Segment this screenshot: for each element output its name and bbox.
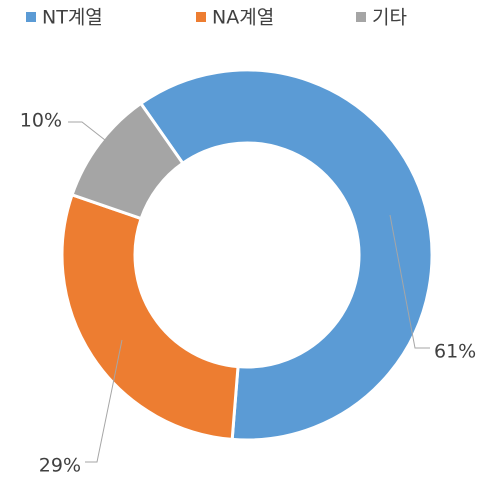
- legend-label: 기타: [372, 7, 407, 29]
- legend-label: NA계열: [212, 7, 274, 29]
- legend-swatch: [26, 12, 36, 22]
- data-label: 61%: [434, 341, 476, 363]
- leader-line: [389, 214, 430, 349]
- legend-swatch: [356, 12, 366, 22]
- legend-label: NT계열: [42, 7, 103, 29]
- donut-slice: [60, 192, 240, 442]
- data-label: 29%: [39, 455, 81, 477]
- legend-swatch: [196, 12, 206, 22]
- donut-slice: [138, 68, 434, 442]
- leader-line: [68, 121, 106, 141]
- data-label: 10%: [20, 110, 62, 132]
- leader-line: [85, 339, 123, 463]
- donut-slice: [70, 101, 185, 221]
